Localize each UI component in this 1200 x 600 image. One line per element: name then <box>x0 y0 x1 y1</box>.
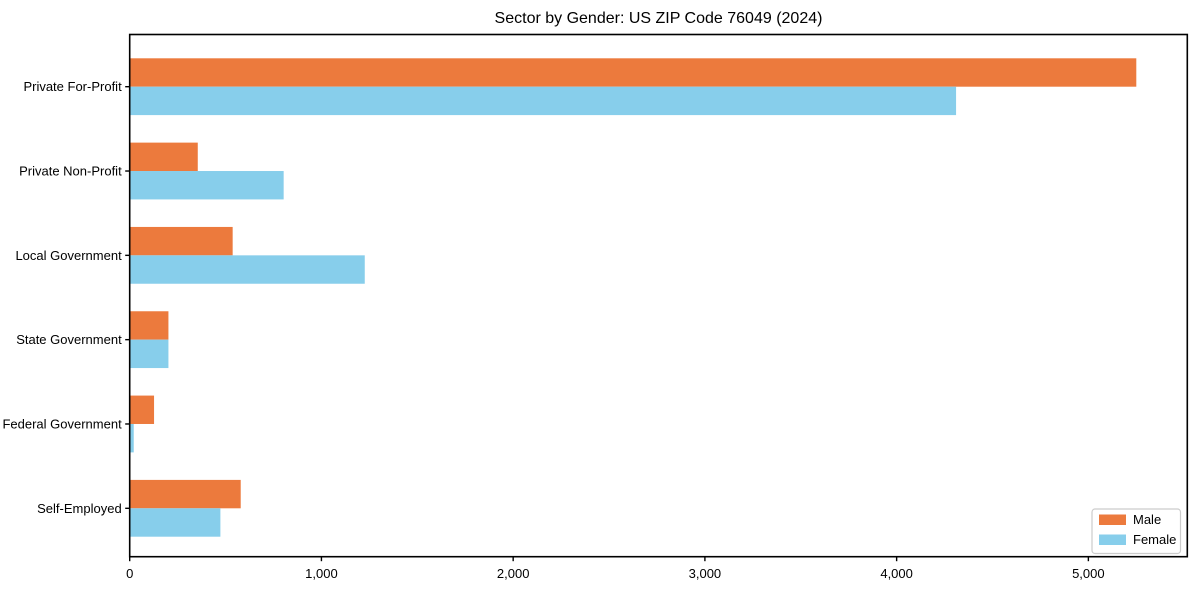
x-tick-label: 3,000 <box>689 566 722 581</box>
bar-female-3 <box>129 339 169 369</box>
x-tick-label: 5,000 <box>1072 566 1105 581</box>
bar-female-2 <box>129 255 365 284</box>
y-tick-label: Self-Employed <box>37 501 122 516</box>
bar-male-5 <box>129 479 241 509</box>
plot-border <box>128 33 1189 558</box>
bar-female-5 <box>129 508 221 537</box>
legend-swatch-female <box>1099 534 1126 545</box>
y-tick-label: Federal Government <box>2 416 122 431</box>
bar-female-4 <box>129 423 134 453</box>
bar-female-1 <box>129 171 284 200</box>
bar-male-4 <box>129 395 155 424</box>
bar-male-0 <box>129 58 1137 87</box>
legend-swatch-male <box>1099 514 1126 525</box>
bar-male-2 <box>129 226 233 256</box>
x-tick-label: 1,000 <box>305 566 338 581</box>
x-tick-label: 0 <box>126 566 133 581</box>
x-tick-label: 4,000 <box>880 566 913 581</box>
legend-label-female: Female <box>1133 532 1176 547</box>
y-tick-label: Local Government <box>15 248 122 263</box>
x-tick-label: 2,000 <box>497 566 530 581</box>
bar-male-3 <box>129 311 169 340</box>
y-tick-label: State Government <box>16 332 122 347</box>
legend-label-male: Male <box>1133 512 1161 527</box>
y-tick-label: Private Non-Profit <box>19 164 122 179</box>
bar-female-0 <box>129 86 957 116</box>
bar-male-1 <box>129 142 198 172</box>
y-tick-label: Private For-Profit <box>23 79 122 94</box>
chart-title: Sector by Gender: US ZIP Code 76049 (202… <box>494 10 823 27</box>
